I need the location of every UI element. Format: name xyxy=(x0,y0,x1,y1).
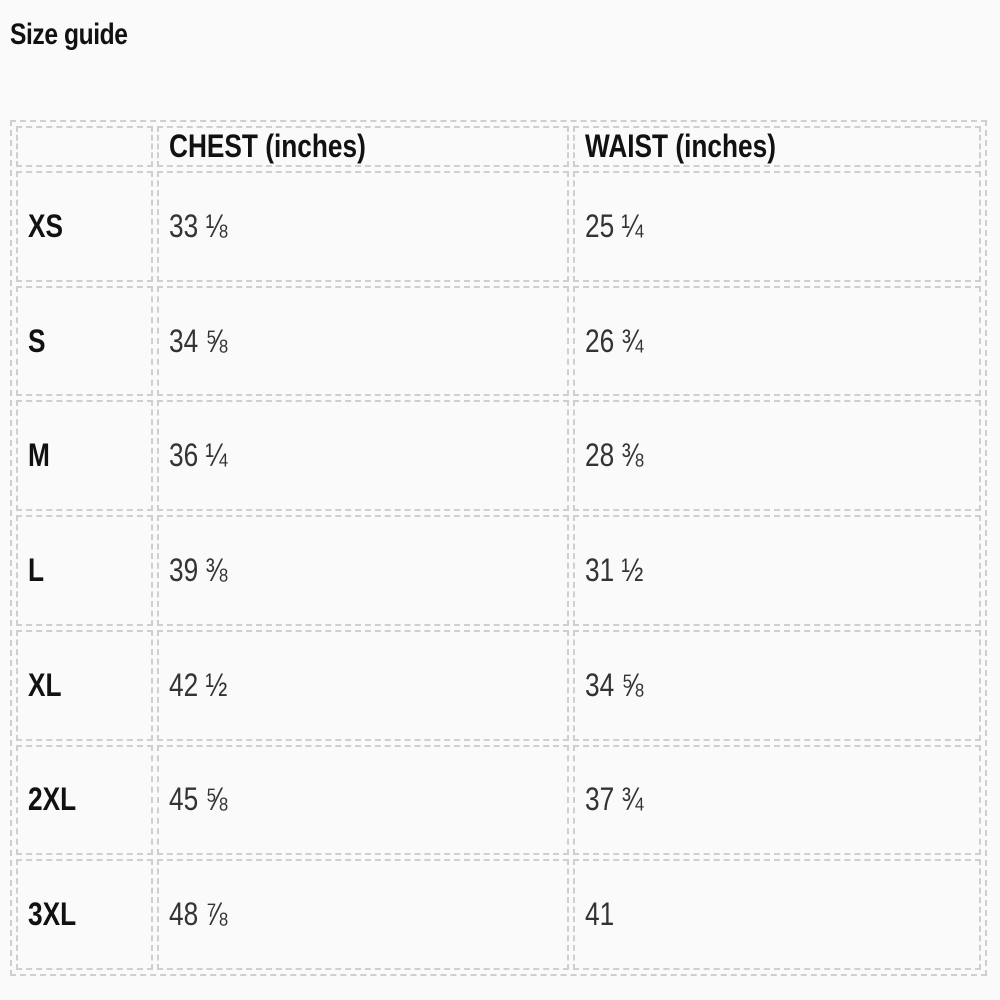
size-cell: XS xyxy=(16,171,153,282)
waist-cell: 28 ⅜ xyxy=(573,400,981,512)
size-guide-table: CHEST (inches) WAIST (inches) XS 33 ⅛ 25 ¼… xyxy=(12,122,985,974)
table-row: L 39 ⅜ 31 ½ xyxy=(16,515,981,626)
size-cell: M xyxy=(16,400,153,512)
waist-cell: 31 ½ xyxy=(573,515,981,626)
size-cell: 2XL xyxy=(16,744,153,856)
table-row: M 36 ¼ 28 ⅜ xyxy=(16,400,981,512)
waist-cell: 25 ¼ xyxy=(573,171,981,282)
chest-cell: 39 ⅜ xyxy=(157,515,569,626)
table-row: XS 33 ⅛ 25 ¼ xyxy=(16,171,981,282)
table-row: S 34 ⅝ 26 ¾ xyxy=(16,285,981,397)
size-cell: S xyxy=(16,285,153,397)
waist-cell: 34 ⅝ xyxy=(573,629,981,741)
waist-cell: 26 ¾ xyxy=(573,285,981,397)
size-cell: 3XL xyxy=(16,859,153,970)
waist-cell: 41 xyxy=(573,859,981,970)
chest-cell: 33 ⅛ xyxy=(157,171,569,282)
chest-cell: 34 ⅝ xyxy=(157,285,569,397)
table-row: 2XL 45 ⅝ 37 ¾ xyxy=(16,744,981,856)
chest-cell: 48 ⅞ xyxy=(157,859,569,970)
size-guide-table-container: CHEST (inches) WAIST (inches) XS 33 ⅛ 25 ¼… xyxy=(10,120,987,976)
table-row: 3XL 48 ⅞ 41 xyxy=(16,859,981,970)
chest-cell: 36 ¼ xyxy=(157,400,569,512)
table-row: XL 42 ½ 34 ⅝ xyxy=(16,629,981,741)
size-cell: XL xyxy=(16,629,153,741)
header-chest: CHEST (inches) xyxy=(157,126,569,167)
size-cell: L xyxy=(16,515,153,626)
chest-cell: 42 ½ xyxy=(157,629,569,741)
header-size xyxy=(16,126,153,167)
page-title: Size guide xyxy=(10,18,128,51)
chest-cell: 45 ⅝ xyxy=(157,744,569,856)
header-waist: WAIST (inches) xyxy=(573,126,981,167)
table-header-row: CHEST (inches) WAIST (inches) xyxy=(16,126,981,167)
waist-cell: 37 ¾ xyxy=(573,744,981,856)
